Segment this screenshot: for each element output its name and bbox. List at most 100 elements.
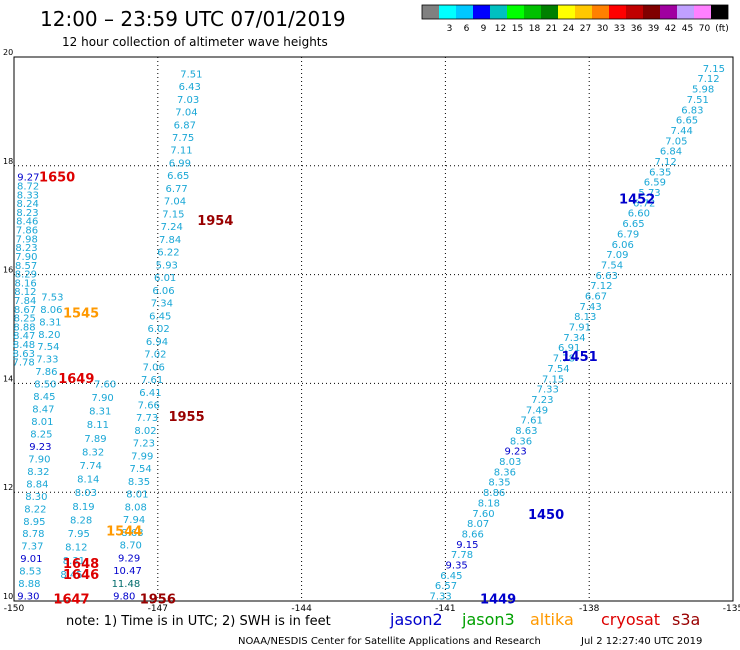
wave-height-value: 7.33 (537, 385, 559, 396)
wave-height-value: 8.25 (30, 429, 52, 440)
wave-height-value: 8.46 (16, 217, 38, 228)
wave-height-value: 8.63 (515, 426, 537, 437)
wave-height-value: 7.75 (172, 133, 194, 144)
wave-height-value: 6.99 (169, 158, 191, 169)
wave-height-value: 8.01 (126, 490, 148, 501)
pass-time-label: 1955 (168, 410, 204, 425)
wave-height-value: 8.13 (574, 312, 596, 323)
wave-height-value: 7.04 (164, 197, 186, 208)
wave-height-value: 6.02 (147, 324, 169, 335)
wave-height-value: 7.15 (542, 374, 564, 385)
wave-height-value: 8.16 (15, 278, 37, 289)
wave-height-value: 7.54 (129, 464, 151, 475)
wave-height-value: 8.31 (39, 317, 61, 328)
colorbar-level-label: 33 (614, 24, 625, 34)
wave-height-value: 6.59 (644, 178, 666, 189)
y-tick-label: 10 (3, 592, 13, 601)
wave-height-value: 7.43 (579, 302, 601, 313)
colorbar-level-label: 3 (447, 24, 453, 34)
colorbar-swatch (422, 5, 439, 19)
wave-height-value: 7.84 (159, 235, 181, 246)
colorbar-swatch (626, 5, 643, 19)
colorbar-level-label: 36 (631, 24, 643, 34)
wave-height-value: 7.12 (590, 281, 612, 292)
wave-height-value: 8.88 (18, 579, 40, 590)
colorbar-level-label: 21 (546, 24, 557, 34)
wave-height-value: 7.23 (133, 439, 155, 450)
wave-height-value: 8.19 (72, 502, 94, 513)
colorbar-swatch (524, 5, 541, 19)
satellite-legend: jason2 jason3 altika cryosat s3a (389, 610, 700, 629)
colorbar-unit: (ft) (715, 24, 729, 34)
colorbar-swatch (456, 5, 473, 19)
wave-height-value: 7.90 (28, 454, 50, 465)
wave-height-value: 6.65 (676, 116, 698, 127)
wave-height-value: 7.61 (521, 416, 543, 427)
colorbar-swatch (558, 5, 575, 19)
wave-height-value: 9.80 (113, 592, 135, 603)
wave-height-value: 9.35 (446, 561, 468, 572)
wave-height-value: 8.02 (134, 426, 156, 437)
wave-height-value: 7.37 (21, 542, 43, 553)
wave-height-value: 8.07 (467, 519, 489, 530)
wave-height-value: 9.23 (504, 447, 526, 458)
wave-height-value: 7.61 (141, 375, 163, 386)
wave-height-value: 8.45 (33, 392, 55, 403)
wave-height-value: 8.08 (125, 502, 147, 513)
wave-height-value: 6.22 (157, 248, 179, 259)
colorbar-swatch (541, 5, 558, 19)
x-tick-label: -135 (723, 604, 740, 614)
footer-note: note: 1) Time is in UTC; 2) SWH is in fe… (66, 614, 331, 629)
wave-height-value: 8.88 (13, 322, 35, 333)
wave-height-value: 6.65 (622, 219, 644, 230)
wave-height-value: 8.48 (13, 340, 35, 351)
wave-height-value: 10.47 (113, 566, 142, 577)
wave-height-value: 7.11 (170, 146, 192, 157)
wave-height-value: 6.84 (660, 147, 682, 158)
pass-time-label: 1646 (63, 568, 99, 583)
wave-height-value: 8.06 (40, 305, 62, 316)
wave-height-value: 7.54 (547, 364, 569, 375)
wave-height-value: 7.66 (138, 400, 160, 411)
wave-height-value: 9.23 (29, 442, 51, 453)
wave-height-value: 7.74 (80, 461, 102, 472)
wave-height-value: 7.86 (35, 367, 57, 378)
wave-height-value: 7.99 (131, 451, 153, 462)
wave-height-value: 8.03 (75, 488, 97, 499)
wave-height-value: 8.35 (488, 478, 510, 489)
wave-height-value: 8.84 (26, 479, 48, 490)
wave-height-value: 8.03 (499, 457, 521, 468)
wave-height-value: 7.98 (16, 234, 38, 245)
wave-height-value: 6.63 (596, 271, 618, 282)
colorbar-level-label: 12 (495, 24, 506, 34)
wave-height-value: 8.14 (77, 475, 99, 486)
y-tick-label: 12 (3, 483, 13, 492)
wave-height-value: 8.22 (24, 504, 46, 515)
colorbar-level-label: 24 (563, 24, 575, 34)
colorbar-swatch (694, 5, 711, 19)
wave-height-value: 7.34 (151, 299, 173, 310)
colorbar-level-label: 6 (464, 24, 470, 34)
colorbar-swatch (439, 5, 456, 19)
wave-height-value: 7.02 (144, 350, 166, 361)
wave-height-value: 8.12 (65, 543, 87, 554)
wave-height-value: 8.36 (494, 467, 516, 478)
wave-height-value: 6.06 (612, 240, 634, 251)
wave-height-value: 8.33 (17, 190, 39, 201)
wave-height-value: 7.78 (12, 358, 34, 369)
wave-height-value: 6.67 (585, 292, 607, 303)
wave-height-value: 6.41 (139, 388, 161, 399)
colorbar-swatch (609, 5, 626, 19)
colorbar-swatch (643, 5, 660, 19)
wave-height-value: 8.66 (462, 529, 484, 540)
wave-height-value: 9.15 (456, 540, 478, 551)
pass-time-label: 1648 (63, 557, 99, 572)
wave-height-value: 8.31 (89, 407, 111, 418)
wave-height-value: 7.15 (162, 209, 184, 220)
wave-height-value: 6.45 (149, 311, 171, 322)
wave-height-value: 6.91 (558, 343, 580, 354)
wave-height-value: 7.94 (123, 515, 145, 526)
plot-frame (13, 56, 734, 602)
wave-height-value: 7.89 (84, 434, 106, 445)
wave-height-value: 7.06 (143, 362, 165, 373)
